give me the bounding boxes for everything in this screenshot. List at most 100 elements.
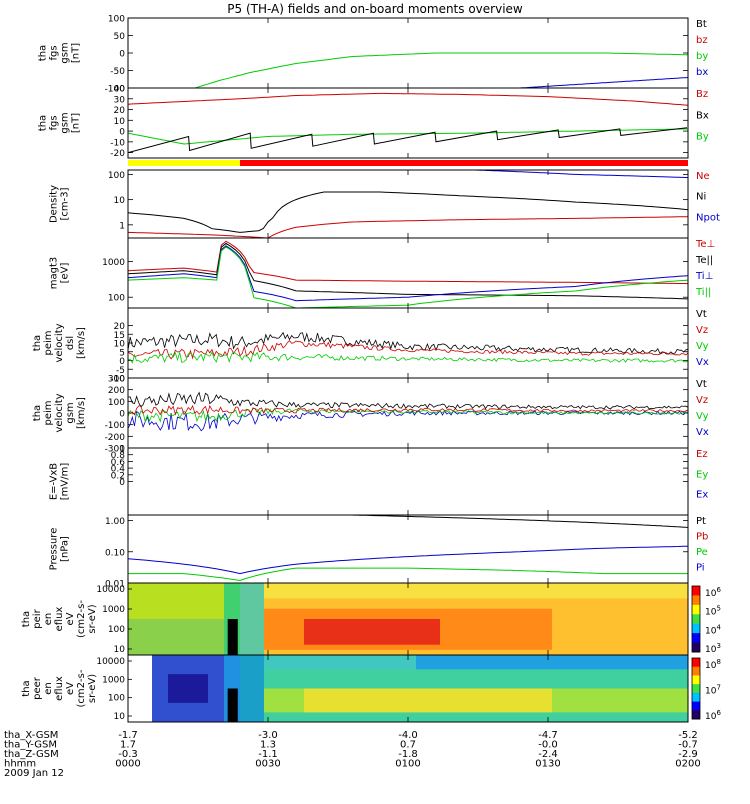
spectrogram-cell <box>136 619 145 625</box>
spectrogram-cell <box>264 644 273 651</box>
spectrogram-cell <box>544 674 553 680</box>
spectrogram-cell <box>248 593 257 600</box>
spectrogram-cell <box>568 678 577 685</box>
spectrogram-cell <box>680 608 688 615</box>
spectrogram-cell <box>552 712 561 718</box>
spectrogram-cell <box>368 634 377 641</box>
legend-label: Vy <box>696 411 709 422</box>
spectrogram-cell <box>184 608 193 615</box>
spectrogram-cell <box>616 619 625 625</box>
spectrogram-cell <box>264 683 273 690</box>
spectrogram-cell <box>544 712 553 718</box>
spectrogram-cell <box>368 664 377 670</box>
spectrogram-cell <box>144 634 153 641</box>
spectrogram-cell <box>312 693 321 699</box>
spectrogram-cell <box>568 644 577 651</box>
spectrogram-cell <box>552 624 561 630</box>
spectrogram-cell <box>600 619 609 625</box>
spectrogram-cell <box>472 664 481 670</box>
spectrogram-cell <box>616 674 625 680</box>
spectrogram-cell <box>456 639 465 646</box>
spectrogram-cell <box>584 664 593 670</box>
spectrogram-cell <box>536 593 545 600</box>
spectrogram-cell <box>408 693 417 699</box>
spectrogram-cell <box>600 698 609 704</box>
spectrogram-cell <box>392 583 401 589</box>
axis-label: gsm <box>60 112 71 133</box>
spectrogram-cell <box>488 598 497 605</box>
spectrogram-cell <box>184 688 193 694</box>
spectrogram-cell <box>504 603 513 610</box>
spectrogram-cell <box>464 613 473 620</box>
spectrogram-cell <box>640 624 649 630</box>
tick-label: 1000 <box>102 675 125 685</box>
spectrogram-cell <box>168 644 177 651</box>
spectrogram-cell <box>504 598 513 605</box>
spectrogram-cell <box>568 698 577 704</box>
tick-label: 10 <box>114 340 126 350</box>
spectrogram-cell <box>240 619 249 625</box>
spectrogram-cell <box>304 644 313 651</box>
spectrogram-cell <box>648 588 657 594</box>
spectrogram-cell <box>560 712 569 718</box>
spectrogram-cell <box>480 629 489 636</box>
spectrogram-cell <box>560 588 569 594</box>
spectrogram-cell <box>296 712 305 718</box>
spectrogram-cell <box>360 698 369 704</box>
spectrogram-cell <box>376 644 385 651</box>
legend-label: Vz <box>696 325 708 336</box>
spectrogram-cell <box>360 634 369 641</box>
spectrogram-cell <box>600 707 609 714</box>
spectrogram-cell <box>600 702 609 709</box>
spectrogram-cell <box>352 649 361 655</box>
spectrogram-cell <box>528 603 537 610</box>
spectrogram-cell <box>256 634 265 641</box>
tick-label: 0.01 <box>105 580 125 590</box>
colorbar-swatch <box>692 666 700 676</box>
spectrogram-cell <box>496 613 505 620</box>
spectrogram-cell <box>496 702 505 709</box>
axis-label: eV <box>65 682 76 695</box>
spectrogram-cell <box>376 629 385 636</box>
spectrogram-cell <box>376 674 385 680</box>
spectrogram-cell <box>344 659 353 666</box>
spectrogram-cell <box>160 693 169 699</box>
spectrogram-cell <box>536 664 545 670</box>
spectrogram-cell <box>608 608 617 615</box>
spectrogram-cell <box>512 608 521 615</box>
spectrogram-cell <box>504 593 513 600</box>
spectrogram-cell <box>408 619 417 625</box>
spectrogram-cell <box>416 644 425 651</box>
spectrogram-cell <box>488 634 497 641</box>
spectrogram-cell <box>304 669 313 675</box>
spectrogram-cell <box>584 659 593 666</box>
spectrogram-cell <box>608 717 617 722</box>
spectrogram-cell <box>384 649 393 655</box>
spectrogram-cell <box>672 702 681 709</box>
spectrogram-cell <box>192 608 201 615</box>
spectrogram-cell <box>520 608 529 615</box>
spectrogram-cell <box>352 664 361 670</box>
spectrogram-cell <box>416 593 425 600</box>
spectrogram-cell <box>496 683 505 690</box>
spectrogram-cell <box>352 588 361 594</box>
spectrogram-cell <box>672 613 681 620</box>
orbit-value: -0.0 <box>538 740 558 751</box>
spectrogram-cell <box>568 598 577 605</box>
spectrogram-cell <box>608 629 617 636</box>
spectrogram-cell <box>488 649 497 655</box>
spectrogram-cell <box>232 593 241 600</box>
spectrogram-cell <box>632 619 641 625</box>
spectrogram-cell <box>616 712 625 718</box>
spectrogram-cell <box>352 608 361 615</box>
spectrogram-cell <box>280 624 289 630</box>
spectrogram-cell <box>256 588 265 594</box>
legend-label: Npot <box>696 212 720 223</box>
spectrogram-cell <box>288 598 297 605</box>
spectrogram-cell <box>136 707 145 714</box>
spectrogram-cell <box>656 644 665 651</box>
spectrogram-cell <box>664 593 673 600</box>
spectrogram-cell <box>552 707 561 714</box>
tick-label: 200 <box>108 386 125 396</box>
spectrogram-cell <box>424 655 433 661</box>
